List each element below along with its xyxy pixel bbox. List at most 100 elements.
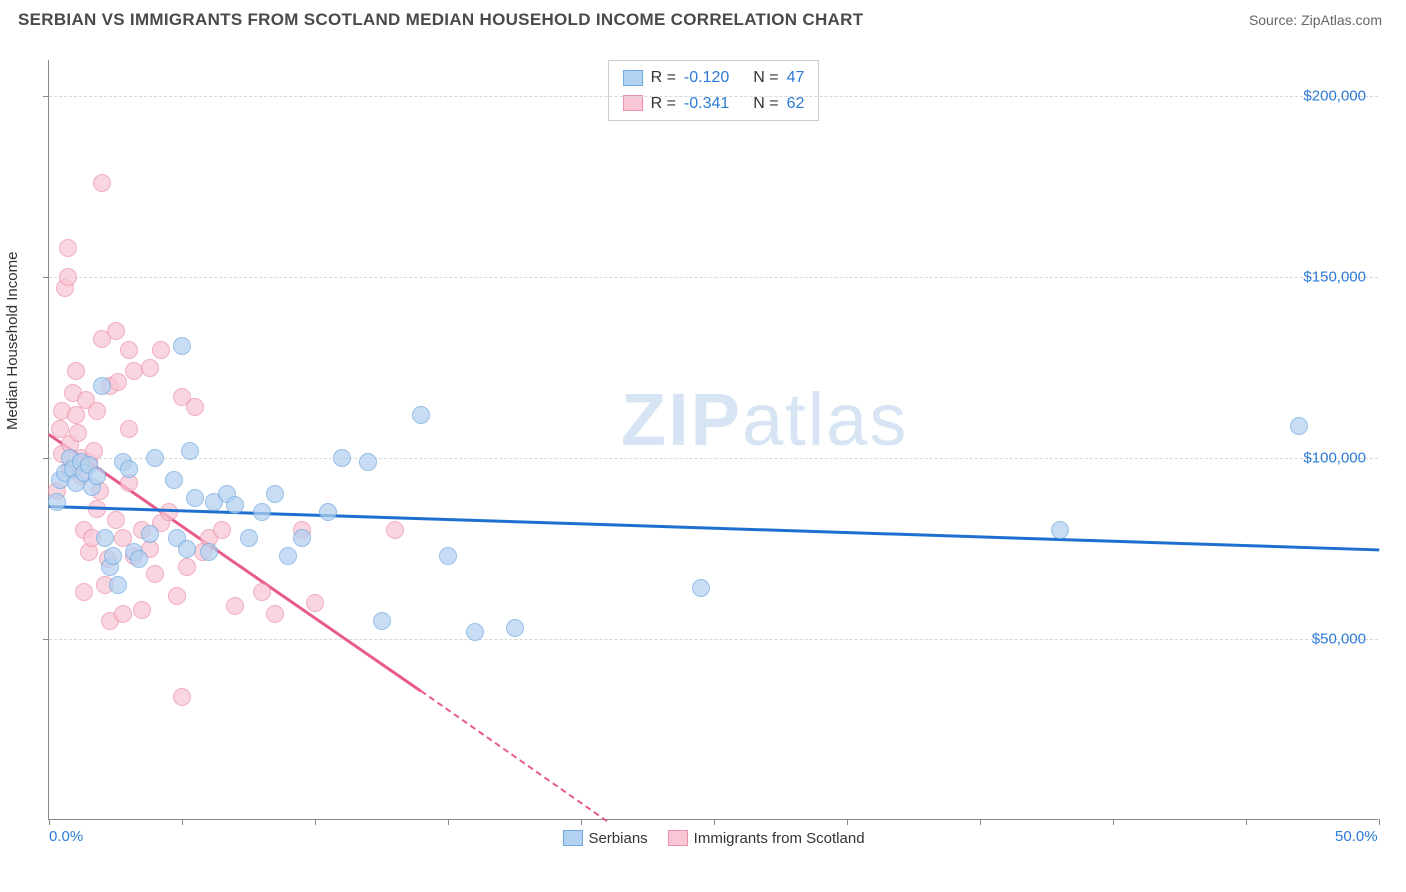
y-tick bbox=[43, 458, 49, 459]
n-value: 47 bbox=[787, 65, 805, 91]
data-point bbox=[146, 565, 164, 583]
data-point bbox=[120, 420, 138, 438]
data-point bbox=[466, 623, 484, 641]
x-tick-label: 50.0% bbox=[1335, 828, 1378, 845]
data-point bbox=[253, 583, 271, 601]
data-point bbox=[152, 341, 170, 359]
data-point bbox=[104, 547, 122, 565]
x-tick bbox=[49, 819, 50, 825]
x-tick bbox=[847, 819, 848, 825]
data-point bbox=[168, 587, 186, 605]
data-point bbox=[178, 540, 196, 558]
data-point bbox=[109, 373, 127, 391]
n-label: N = bbox=[753, 91, 778, 117]
data-point bbox=[200, 543, 218, 561]
data-point bbox=[93, 174, 111, 192]
n-label: N = bbox=[753, 65, 778, 91]
y-tick bbox=[43, 277, 49, 278]
x-tick bbox=[581, 819, 582, 825]
source-prefix: Source: bbox=[1249, 12, 1301, 28]
watermark-bold: ZIP bbox=[621, 378, 742, 461]
scatter-chart: ZIPatlas R = -0.120 N = 47 R = -0.341 N … bbox=[48, 60, 1378, 820]
data-point bbox=[59, 239, 77, 257]
data-point bbox=[107, 322, 125, 340]
data-point bbox=[1051, 521, 1069, 539]
x-tick bbox=[980, 819, 981, 825]
gridline-h bbox=[49, 277, 1378, 278]
data-point bbox=[306, 594, 324, 612]
data-point bbox=[173, 337, 191, 355]
x-tick bbox=[448, 819, 449, 825]
source-attribution: Source: ZipAtlas.com bbox=[1249, 12, 1382, 28]
data-point bbox=[333, 449, 351, 467]
data-point bbox=[293, 529, 311, 547]
r-label: R = bbox=[651, 65, 676, 91]
data-point bbox=[141, 525, 159, 543]
data-point bbox=[133, 601, 151, 619]
data-point bbox=[173, 688, 191, 706]
data-point bbox=[319, 503, 337, 521]
data-point bbox=[178, 558, 196, 576]
legend-label: Immigrants from Scotland bbox=[694, 830, 865, 847]
y-tick-label: $200,000 bbox=[1303, 88, 1366, 105]
data-point bbox=[160, 503, 178, 521]
n-value: 62 bbox=[787, 91, 805, 117]
source-link[interactable]: ZipAtlas.com bbox=[1301, 12, 1382, 28]
legend-swatch-serbians bbox=[623, 70, 643, 86]
chart-title: SERBIAN VS IMMIGRANTS FROM SCOTLAND MEDI… bbox=[18, 10, 863, 30]
gridline-h bbox=[49, 639, 1378, 640]
y-tick-label: $150,000 bbox=[1303, 269, 1366, 286]
data-point bbox=[412, 406, 430, 424]
data-point bbox=[114, 605, 132, 623]
x-tick bbox=[315, 819, 316, 825]
data-point bbox=[109, 576, 127, 594]
data-point bbox=[130, 550, 148, 568]
data-point bbox=[279, 547, 297, 565]
data-point bbox=[186, 489, 204, 507]
data-point bbox=[373, 612, 391, 630]
data-point bbox=[120, 341, 138, 359]
gridline-h bbox=[49, 458, 1378, 459]
y-tick bbox=[43, 639, 49, 640]
x-tick bbox=[1246, 819, 1247, 825]
data-point bbox=[226, 597, 244, 615]
r-value: -0.341 bbox=[684, 91, 729, 117]
data-point bbox=[186, 398, 204, 416]
legend-item-serbians: Serbians bbox=[562, 830, 647, 847]
data-point bbox=[69, 424, 87, 442]
data-point bbox=[67, 362, 85, 380]
legend-swatch-serbians bbox=[562, 830, 582, 846]
data-point bbox=[439, 547, 457, 565]
legend-row-scotland: R = -0.341 N = 62 bbox=[623, 91, 805, 117]
data-point bbox=[692, 579, 710, 597]
data-point bbox=[386, 521, 404, 539]
data-point bbox=[506, 619, 524, 637]
x-tick bbox=[1379, 819, 1380, 825]
data-point bbox=[88, 402, 106, 420]
r-value: -0.120 bbox=[684, 65, 729, 91]
data-point bbox=[141, 359, 159, 377]
data-point bbox=[266, 605, 284, 623]
data-point bbox=[165, 471, 183, 489]
legend-label: Serbians bbox=[588, 830, 647, 847]
data-point bbox=[213, 521, 231, 539]
data-point bbox=[181, 442, 199, 460]
data-point bbox=[120, 460, 138, 478]
x-tick bbox=[182, 819, 183, 825]
gridline-h bbox=[49, 96, 1378, 97]
x-tick bbox=[1113, 819, 1114, 825]
legend-row-serbians: R = -0.120 N = 47 bbox=[623, 65, 805, 91]
watermark-logo: ZIPatlas bbox=[621, 377, 908, 462]
data-point bbox=[93, 377, 111, 395]
trend-line-extrapolated bbox=[421, 690, 608, 822]
legend-item-scotland: Immigrants from Scotland bbox=[668, 830, 865, 847]
data-point bbox=[253, 503, 271, 521]
data-point bbox=[48, 493, 66, 511]
y-tick bbox=[43, 96, 49, 97]
r-label: R = bbox=[651, 91, 676, 117]
x-tick bbox=[714, 819, 715, 825]
y-tick-label: $100,000 bbox=[1303, 450, 1366, 467]
data-point bbox=[146, 449, 164, 467]
data-point bbox=[1290, 417, 1308, 435]
series-legend: Serbians Immigrants from Scotland bbox=[562, 830, 864, 847]
